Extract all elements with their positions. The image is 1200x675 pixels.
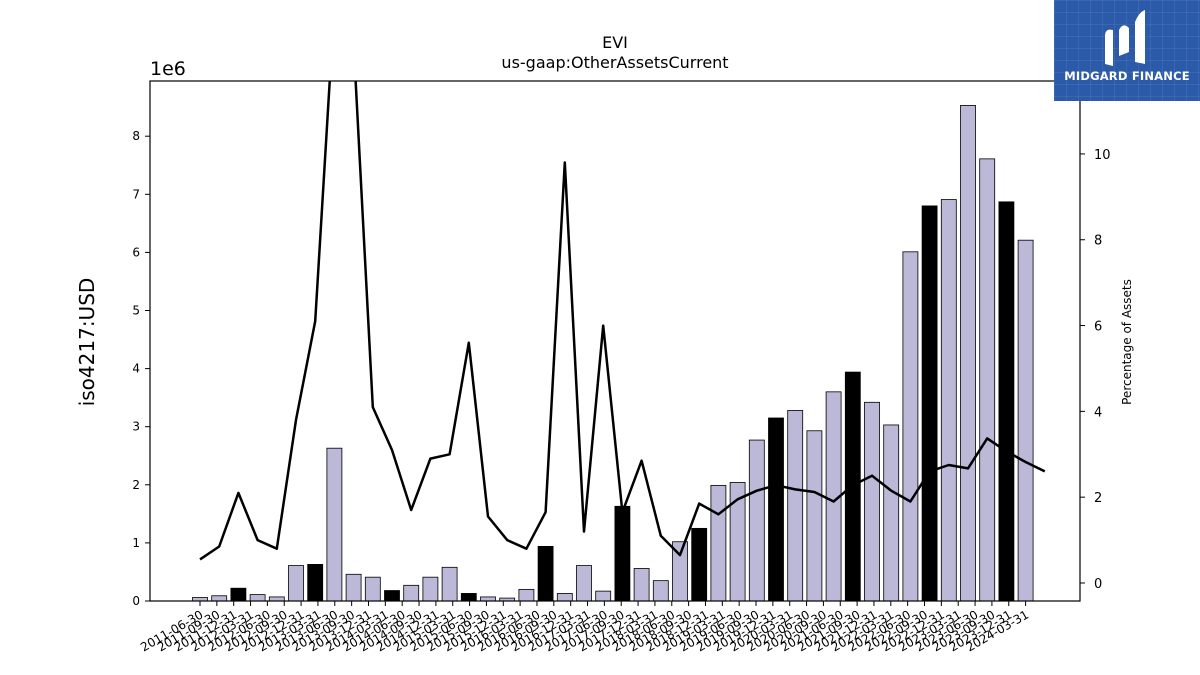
bar — [595, 590, 612, 602]
bar — [864, 401, 880, 602]
y-tick-label: 3 — [132, 420, 140, 434]
bar — [768, 417, 784, 602]
bar — [960, 105, 976, 602]
y-right-tick-label: 6 — [1094, 320, 1102, 335]
logo-text: MIDGARD FINANCE — [1064, 69, 1190, 83]
chart-title: EVI — [602, 33, 628, 52]
bar — [480, 596, 496, 602]
y-tick-label: 4 — [132, 362, 140, 376]
bar — [576, 565, 592, 602]
bar — [518, 588, 535, 602]
y-right-tick-label: 2 — [1094, 491, 1102, 506]
bar — [403, 584, 420, 602]
y-tick-label: 7 — [132, 187, 140, 201]
bar — [268, 596, 285, 602]
y-axis-label: iso4217:USD — [75, 278, 99, 407]
y-axis-right-label: Percentage of Assets — [1120, 279, 1134, 405]
bar — [748, 439, 765, 602]
bar — [326, 447, 343, 602]
y-tick-label: 8 — [132, 129, 140, 143]
bar — [441, 566, 458, 602]
midgard-finance-logo: MIDGARD FINANCE — [1054, 0, 1200, 101]
chart-subtitle: us-gaap:OtherAssetsCurrent — [501, 53, 728, 72]
bar — [537, 545, 554, 602]
bar — [998, 201, 1015, 602]
logo-mark-icon — [1105, 10, 1145, 67]
bar — [902, 251, 919, 602]
plot-frame — [149, 80, 1081, 602]
bar — [211, 595, 228, 602]
y-tick-label: 0 — [132, 594, 140, 608]
percentage-line — [199, 81, 1046, 561]
bar — [979, 158, 996, 602]
bar — [652, 580, 669, 602]
bar — [710, 484, 727, 602]
bar — [787, 410, 804, 602]
bar — [288, 565, 304, 602]
bar — [307, 563, 324, 602]
y-right-tick-label: 0 — [1094, 577, 1102, 592]
bar — [940, 199, 957, 602]
bar — [556, 593, 573, 602]
bar — [691, 527, 708, 602]
y-right-tick-label: 8 — [1094, 234, 1102, 249]
bar — [614, 505, 631, 602]
bar — [883, 424, 900, 602]
y-right-tick-label: 4 — [1094, 405, 1102, 420]
y-right-tick-label: 10 — [1094, 148, 1111, 163]
bar — [460, 593, 477, 602]
bar — [422, 576, 439, 602]
bar — [345, 573, 362, 602]
bar — [364, 576, 381, 602]
bar — [384, 590, 400, 602]
y-multiplier-label: 1e6 — [150, 58, 186, 80]
bar — [921, 205, 938, 602]
y-tick-label: 1 — [132, 536, 140, 550]
bar — [806, 430, 823, 602]
y-tick-label: 6 — [132, 245, 140, 259]
bar — [249, 594, 266, 602]
y-tick-label: 5 — [132, 303, 140, 317]
bar — [230, 587, 247, 602]
bar — [1017, 239, 1034, 602]
bar — [633, 568, 650, 602]
y-tick-label: 2 — [132, 478, 140, 492]
